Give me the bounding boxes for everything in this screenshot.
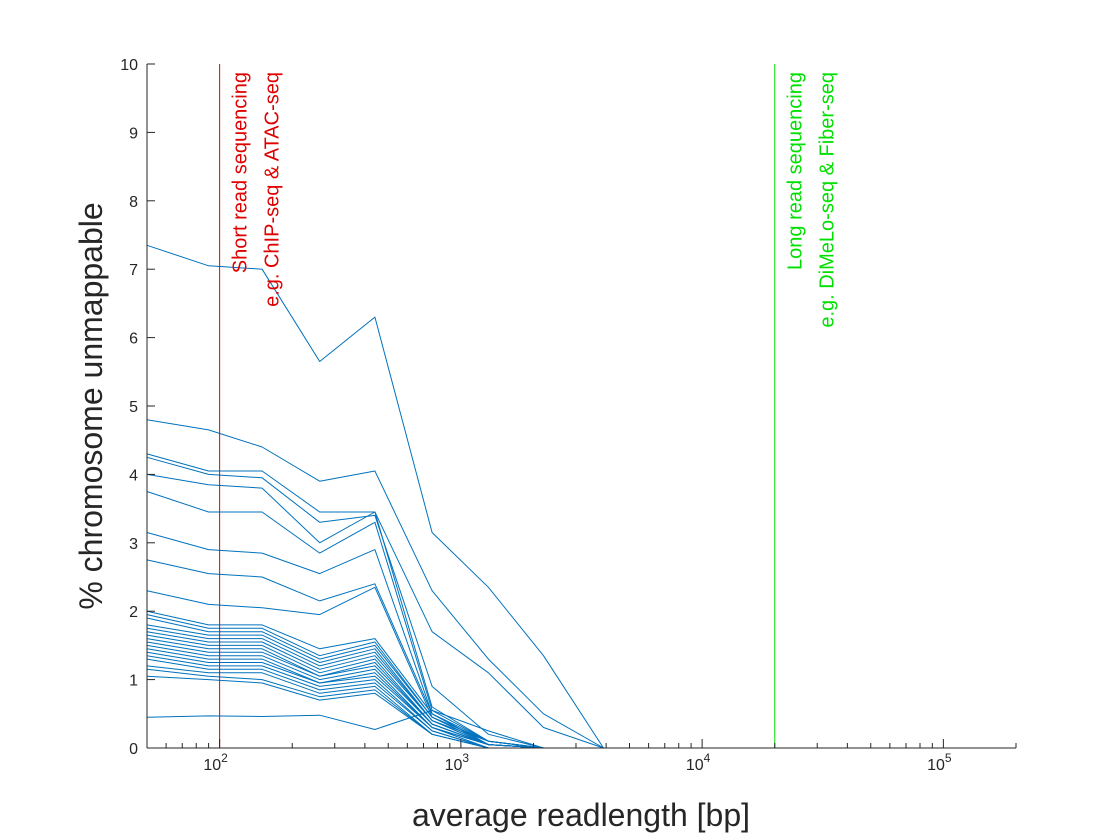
series-line-1 bbox=[146, 244, 604, 749]
x-tick-label: 104 bbox=[686, 751, 711, 774]
y-axis-title: % chromosome unmappable bbox=[73, 202, 109, 609]
y-tick-label: 0 bbox=[129, 741, 138, 758]
ticks: 0 1 2 3 4 5 6 7 8 9 10 102 103 104 105 bbox=[120, 57, 1017, 774]
series-line-2 bbox=[146, 419, 604, 749]
y-tick-label: 5 bbox=[129, 399, 138, 416]
reference-annotation-2-line-1: Long read sequencing bbox=[785, 72, 807, 270]
series-line-13 bbox=[146, 624, 604, 749]
plot-background bbox=[147, 64, 1016, 748]
x-axis-title: average readlength [bp] bbox=[412, 797, 750, 833]
y-tick-label: 6 bbox=[129, 331, 138, 348]
y-tick-label: 9 bbox=[129, 125, 138, 142]
vline-layer: Short read sequencing e.g. ChIP-seq & ATA… bbox=[219, 64, 839, 748]
y-tick-label: 1 bbox=[129, 673, 138, 690]
y-tick-label: 2 bbox=[129, 604, 138, 621]
series-line-4 bbox=[146, 456, 604, 749]
y-tick-label: 8 bbox=[129, 194, 138, 211]
series-line-20 bbox=[146, 648, 604, 749]
y-tick-label: 3 bbox=[129, 536, 138, 553]
y-tick-label: 10 bbox=[120, 57, 138, 74]
x-tick-label: 103 bbox=[445, 751, 470, 774]
reference-annotation-1-line-1: Short read sequencing bbox=[230, 72, 252, 273]
series-line-27 bbox=[146, 709, 604, 749]
x-tick-label: 102 bbox=[203, 751, 228, 774]
reference-annotation-2-line-2: e.g. DiMeLo-seq & Fiber-seq bbox=[817, 72, 839, 328]
reference-annotation-1-line-2: e.g. ChIP-seq & ATAC-seq bbox=[262, 72, 284, 307]
y-tick-label: 7 bbox=[129, 262, 138, 279]
y-tick-label: 4 bbox=[129, 467, 138, 484]
x-tick-label: 105 bbox=[927, 751, 952, 774]
